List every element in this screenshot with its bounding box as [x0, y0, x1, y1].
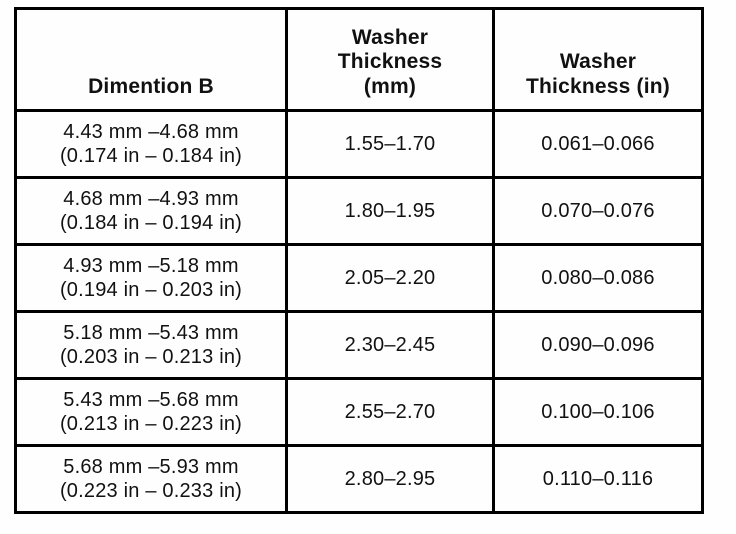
thickness-in-cell: 0.080–0.086: [492, 243, 704, 313]
col-header-washer-thickness-in: Washer Thickness (in): [492, 7, 704, 112]
table-row: 5.18 mm –5.43 mm (0.203 in – 0.213 in) 2…: [14, 310, 704, 380]
thickness-in-cell: 0.061–0.066: [492, 109, 704, 179]
dimension-b-cell: 4.93 mm –5.18 mm (0.194 in – 0.203 in): [14, 243, 288, 313]
col-header-washer-thickness-mm: Washer Thickness (mm): [285, 7, 495, 112]
table-row: 4.93 mm –5.18 mm (0.194 in – 0.203 in) 2…: [14, 243, 704, 313]
table-row: 5.43 mm –5.68 mm (0.213 in – 0.223 in) 2…: [14, 377, 704, 447]
thickness-mm-cell: 1.80–1.95: [285, 176, 495, 246]
dimension-b-cell: 5.68 mm –5.93 mm (0.223 in – 0.233 in): [14, 444, 288, 514]
col-header-dimension-b: Dimention B: [14, 7, 288, 112]
thickness-mm-cell: 2.80–2.95: [285, 444, 495, 514]
dimension-b-cell: 4.43 mm –4.68 mm (0.174 in – 0.184 in): [14, 109, 288, 179]
dimension-b-cell: 5.18 mm –5.43 mm (0.203 in – 0.213 in): [14, 310, 288, 380]
thickness-in-cell: 0.110–0.116: [492, 444, 704, 514]
table-header: Dimention B Washer Thickness (mm) Washer…: [14, 7, 704, 112]
thickness-in-cell: 0.090–0.096: [492, 310, 704, 380]
table-row: 4.68 mm –4.93 mm (0.184 in – 0.194 in) 1…: [14, 176, 704, 246]
dimension-b-cell: 5.43 mm –5.68 mm (0.213 in – 0.223 in): [14, 377, 288, 447]
table-body: 4.43 mm –4.68 mm (0.174 in – 0.184 in) 1…: [14, 109, 704, 514]
table-row: 5.68 mm –5.93 mm (0.223 in – 0.233 in) 2…: [14, 444, 704, 514]
washer-thickness-table: Dimention B Washer Thickness (mm) Washer…: [14, 7, 704, 514]
thickness-mm-cell: 1.55–1.70: [285, 109, 495, 179]
thickness-in-cell: 0.100–0.106: [492, 377, 704, 447]
thickness-mm-cell: 2.30–2.45: [285, 310, 495, 380]
table-row: 4.43 mm –4.68 mm (0.174 in – 0.184 in) 1…: [14, 109, 704, 179]
thickness-in-cell: 0.070–0.076: [492, 176, 704, 246]
header-row: Dimention B Washer Thickness (mm) Washer…: [14, 7, 704, 112]
thickness-mm-cell: 2.55–2.70: [285, 377, 495, 447]
dimension-b-cell: 4.68 mm –4.93 mm (0.184 in – 0.194 in): [14, 176, 288, 246]
thickness-mm-cell: 2.05–2.20: [285, 243, 495, 313]
